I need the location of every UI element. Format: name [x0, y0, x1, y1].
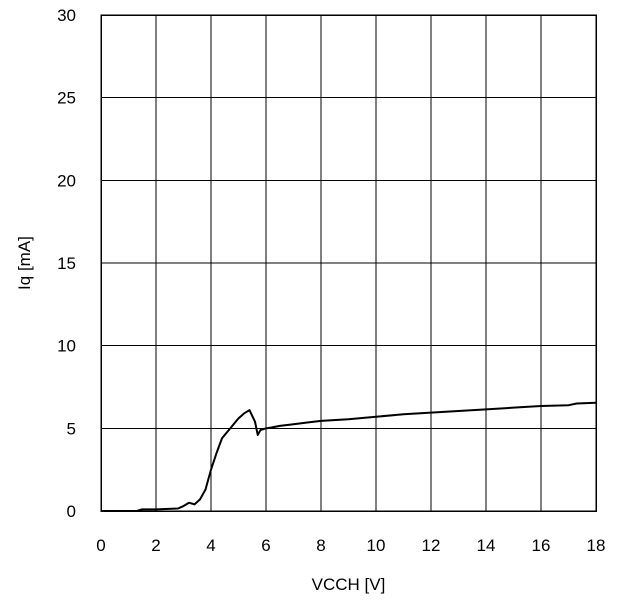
x-tick-label: 12 — [422, 536, 441, 555]
y-axis-tick-labels: 0 5 10 15 20 25 30 — [57, 6, 76, 521]
y-tick-label: 10 — [57, 337, 76, 356]
plot-area-frame — [100, 14, 597, 512]
y-tick-label: 20 — [57, 171, 76, 190]
x-tick-label: 16 — [532, 536, 551, 555]
x-tick-label: 4 — [206, 536, 215, 555]
y-tick-label: 25 — [57, 89, 76, 108]
y-axis-title: Iq [mA] — [15, 236, 34, 290]
x-tick-label: 18 — [587, 536, 606, 555]
x-tick-label: 2 — [151, 536, 160, 555]
x-axis-title: VCCH [V] — [312, 575, 386, 594]
x-tick-label: 10 — [367, 536, 386, 555]
x-tick-label: 8 — [316, 536, 325, 555]
x-tick-label: 0 — [96, 536, 105, 555]
grid — [101, 15, 596, 511]
y-tick-label: 15 — [57, 254, 76, 273]
y-tick-label: 30 — [57, 6, 76, 25]
series-line-iq — [101, 401, 597, 512]
x-tick-label: 14 — [477, 536, 496, 555]
x-tick-label: 6 — [261, 536, 270, 555]
y-tick-label: 5 — [67, 419, 76, 438]
y-tick-label: 0 — [67, 502, 76, 521]
x-axis-tick-labels: 0 2 4 6 8 10 12 14 16 18 — [96, 536, 605, 555]
